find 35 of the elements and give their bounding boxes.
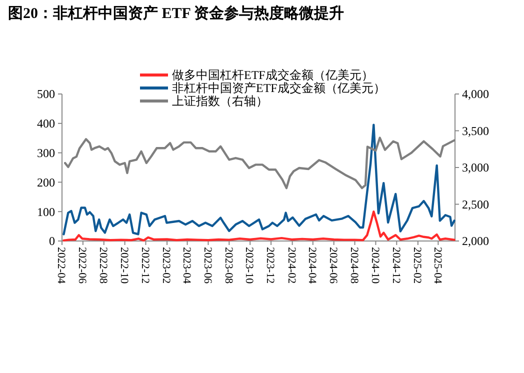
x-tick-label: 2025-02 <box>411 247 424 284</box>
x-tick-label: 2023-06 <box>201 247 214 284</box>
legend-label: 做多中国杠杆ETF成交金额（亿美元） <box>172 68 374 82</box>
y2-tick-label: 2,000 <box>462 234 489 248</box>
y2-tick-label: 2,500 <box>462 197 489 212</box>
chart-title: 图20：非杠杆中国资产 ETF 资金参与热度略微提升 <box>8 4 344 22</box>
y-tick-label: 400 <box>37 116 55 131</box>
legend-label: 上证指数（右轴） <box>172 94 268 108</box>
x-tick-label: 2024-10 <box>368 247 381 284</box>
x-tick-label: 2023-04 <box>180 247 192 284</box>
legend-label: 非杠杆中国资产ETF成交金额（亿美元） <box>172 81 386 96</box>
x-tick-label: 2022-06 <box>76 247 88 284</box>
y2-tick-label: 4,000 <box>462 87 489 102</box>
x-tick-label: 2023-12 <box>264 247 276 284</box>
x-tick-label: 2025-04 <box>431 247 444 284</box>
y-tick-label: 500 <box>37 87 55 102</box>
x-tick-label: 2024-04 <box>306 247 318 284</box>
x-tick-label: 2023-08 <box>222 247 234 284</box>
x-tick-label: 2024-06 <box>326 247 339 284</box>
x-tick-label: 2024-08 <box>348 247 360 284</box>
x-tick-label: 2022-12 <box>138 247 151 284</box>
x-tick-label: 2022-08 <box>97 247 110 284</box>
x-tick-label: 2023-02 <box>160 247 172 284</box>
x-tick-label: 2022-10 <box>118 247 130 284</box>
x-tick-label: 2023-10 <box>243 247 256 284</box>
line-series <box>62 124 456 236</box>
x-tick-label: 2022-04 <box>55 247 68 284</box>
x-tick-label: 2024-12 <box>390 247 402 284</box>
x-tick-label: 2024-02 <box>285 247 298 284</box>
y-tick-label: 300 <box>37 146 55 160</box>
y2-tick-label: 3,500 <box>462 124 489 138</box>
y2-tick-label: 3,000 <box>462 160 489 175</box>
y-tick-label: 200 <box>37 175 55 190</box>
y-tick-label: 100 <box>37 204 55 219</box>
y-tick-label: 0 <box>49 234 55 248</box>
